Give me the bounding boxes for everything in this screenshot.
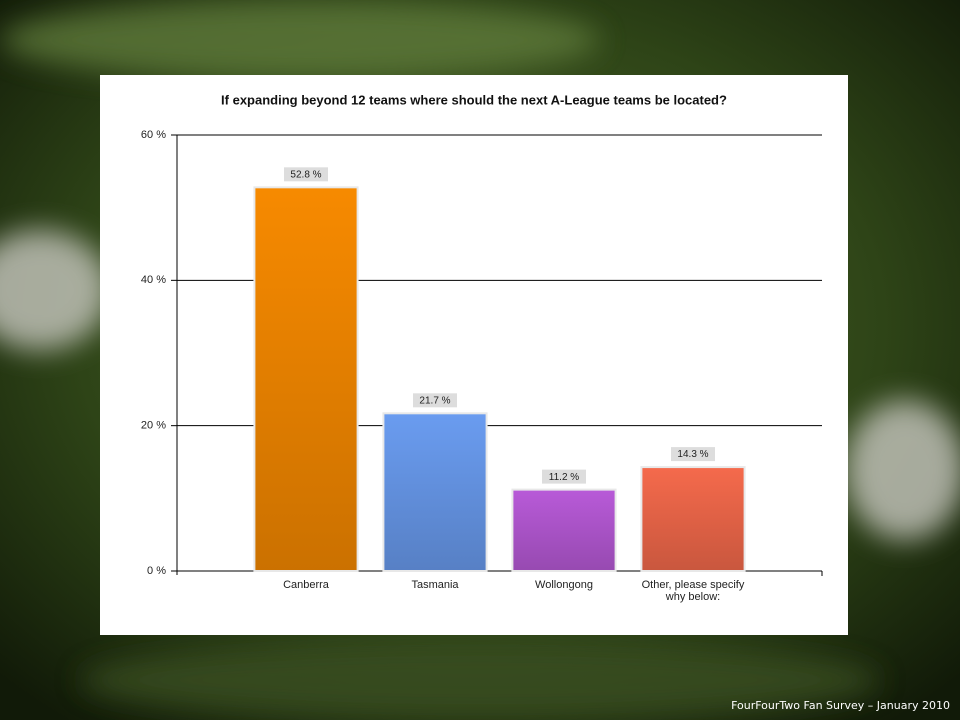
value-label-box	[284, 167, 328, 182]
value-label: 21.7 %	[419, 395, 450, 406]
bar	[382, 412, 488, 572]
y-tick-label: 20 %	[141, 420, 166, 432]
chart-title: If expanding beyond 12 teams where shoul…	[221, 92, 727, 107]
value-label: 14.3 %	[677, 449, 708, 460]
x-tick-label: Tasmania	[411, 579, 459, 591]
value-label-box	[542, 469, 586, 484]
bar	[253, 186, 359, 572]
y-tick-label: 40 %	[141, 274, 166, 286]
bar	[511, 488, 617, 573]
x-tick-label: Canberra	[283, 579, 329, 591]
x-tick-label: Wollongong	[535, 579, 593, 591]
y-tick-label: 0 %	[147, 565, 166, 577]
value-label: 52.8 %	[290, 169, 321, 180]
y-tick-label: 60 %	[141, 129, 166, 141]
value-label-box	[671, 447, 715, 462]
value-label-box	[413, 393, 457, 408]
bar	[640, 466, 746, 572]
footer: FourFourTwo Fan Survey – January 2010	[731, 699, 950, 712]
value-label: 11.2 %	[549, 472, 579, 483]
x-tick-label: Other, please specify why below:	[641, 579, 745, 603]
